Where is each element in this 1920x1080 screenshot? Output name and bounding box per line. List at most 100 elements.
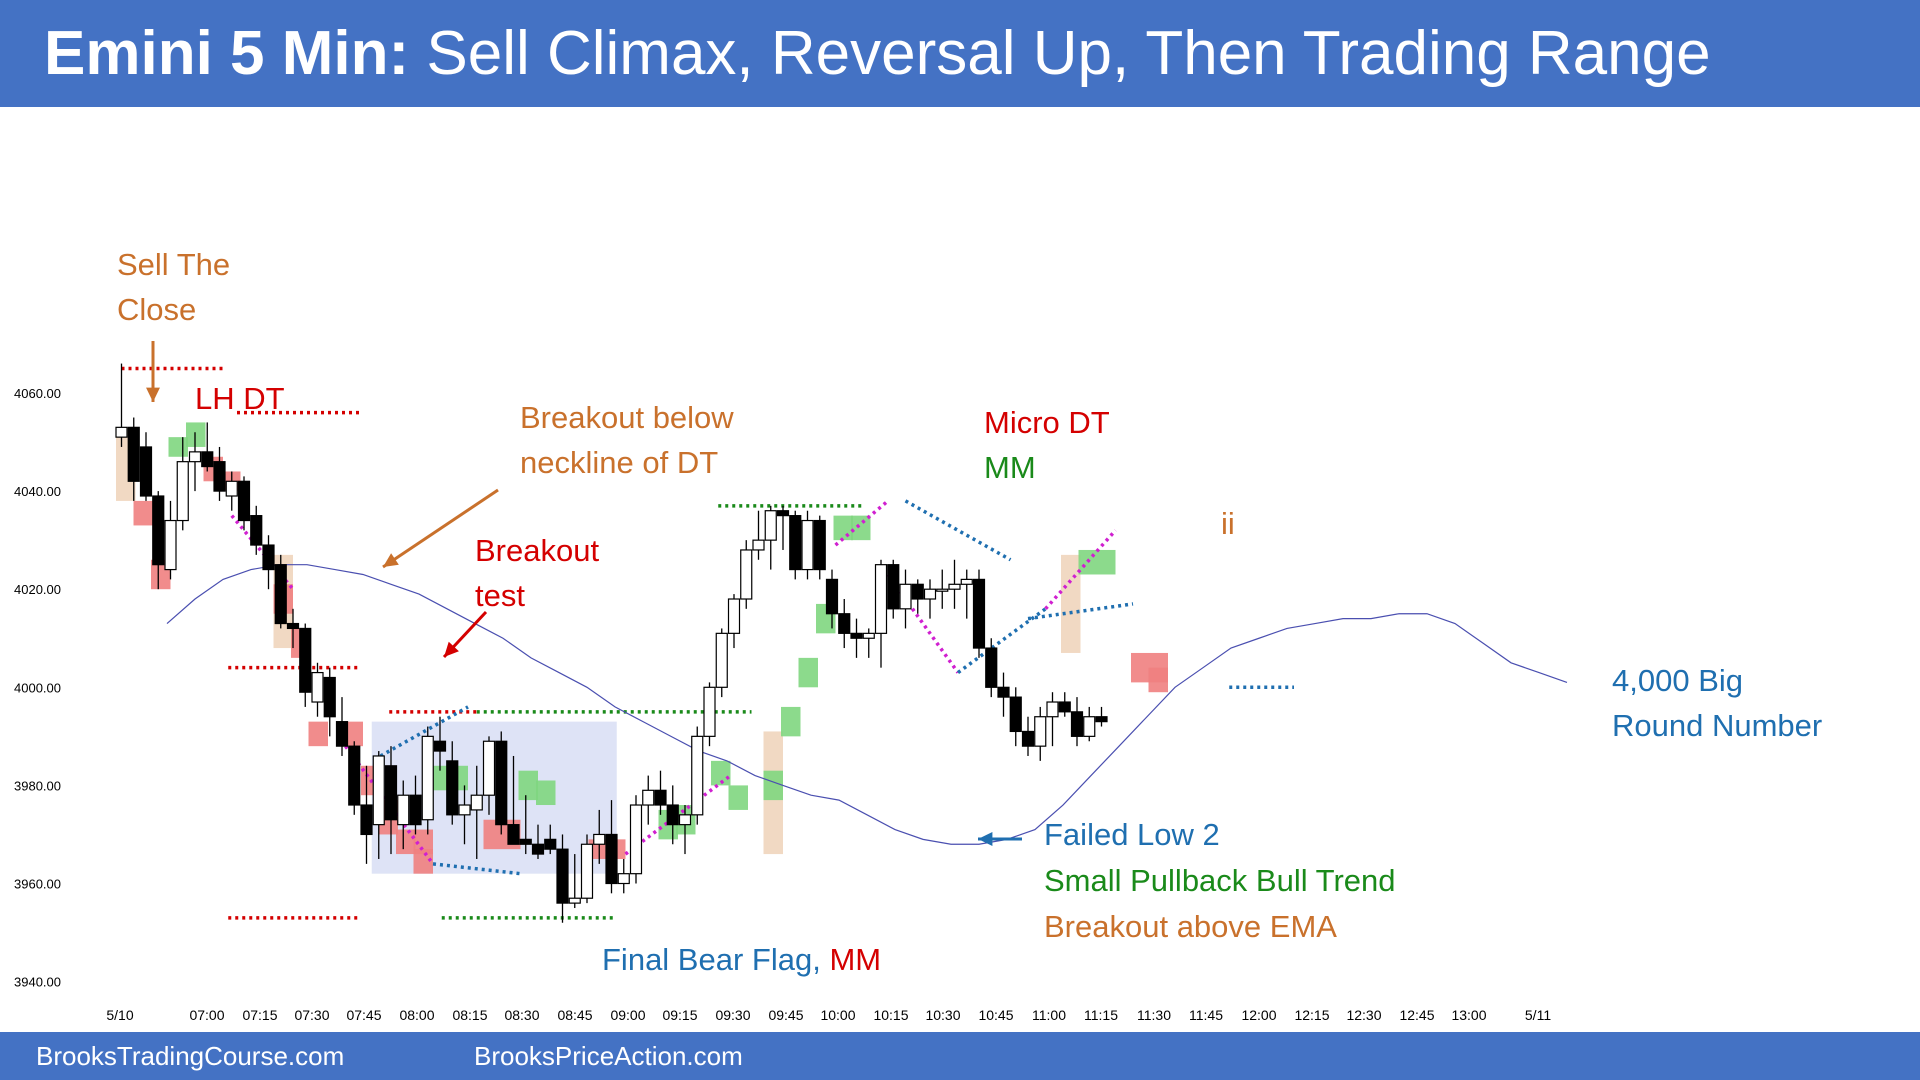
candle xyxy=(972,578,986,649)
footer-banner: BrooksTradingCourse.com BrooksPriceActio… xyxy=(0,1032,1920,1080)
candle xyxy=(409,794,422,826)
page-title: Emini 5 Min: Sell Climax, Reversal Up, T… xyxy=(44,18,1711,89)
footer-link-priceaction[interactable]: BrooksPriceAction.com xyxy=(474,1041,743,1071)
candle xyxy=(1046,701,1059,718)
candle xyxy=(115,426,128,438)
arrow-breakout-test-head xyxy=(444,641,459,657)
candle xyxy=(580,843,594,899)
trend-line xyxy=(834,499,890,547)
candle xyxy=(458,804,471,816)
candle xyxy=(311,671,324,703)
highlight-box-green xyxy=(763,770,783,801)
x-tick-label: 07:00 xyxy=(189,1007,224,1023)
footer-link-course[interactable]: BrooksTradingCourse.com xyxy=(36,1041,345,1071)
candle xyxy=(556,848,569,904)
candle xyxy=(1021,730,1035,747)
candle xyxy=(495,740,508,826)
candle xyxy=(654,789,667,806)
x-tick-label: 11:45 xyxy=(1189,1007,1223,1023)
x-tick-label: 12:00 xyxy=(1241,1007,1276,1023)
candle xyxy=(715,632,728,688)
candle xyxy=(642,789,655,806)
candle xyxy=(850,632,863,639)
ema-line xyxy=(166,564,1568,845)
trend-line xyxy=(904,499,1012,562)
candle xyxy=(433,740,447,752)
x-tick-label: 10:15 xyxy=(873,1007,908,1023)
x-tick-label: 08:15 xyxy=(452,1007,487,1023)
candle xyxy=(666,804,679,826)
highlight-box-green xyxy=(798,657,818,688)
candle xyxy=(776,510,790,517)
x-tick-label: 09:30 xyxy=(715,1007,750,1023)
annotation-label-10: Breakout above EMA xyxy=(1044,909,1337,944)
candle xyxy=(470,794,483,811)
candle xyxy=(936,588,949,592)
x-tick-label: 11:15 xyxy=(1084,1007,1118,1023)
candle xyxy=(727,598,741,634)
candle xyxy=(813,519,826,571)
title-main: Sell Climax, Reversal Up, Then Trading R… xyxy=(426,19,1711,88)
candle xyxy=(923,588,937,600)
candle xyxy=(274,564,287,625)
trend-line xyxy=(956,607,1047,674)
candle xyxy=(1070,711,1084,737)
annotation-label-4: Micro DT xyxy=(984,405,1110,440)
arrow-failed-low2-head xyxy=(978,832,993,846)
candle xyxy=(384,765,398,821)
highlight-box-red xyxy=(343,721,363,747)
annotation-label-8: Failed Low 2 xyxy=(1044,817,1220,852)
candle xyxy=(139,446,153,497)
candle xyxy=(286,622,300,630)
annotation-label-2: Breakout below xyxy=(520,400,734,435)
annotation-label-0: Sell The xyxy=(117,247,230,282)
candle xyxy=(519,838,532,845)
annotation-label-7: Round Number xyxy=(1612,708,1822,743)
annotation-label-7: 4,000 Big xyxy=(1612,663,1743,698)
x-tick-label: 12:45 xyxy=(1399,1007,1434,1023)
candle xyxy=(1095,716,1108,723)
trend-line xyxy=(886,573,960,674)
highlight-box-green xyxy=(518,770,538,801)
candle xyxy=(348,745,361,806)
candle xyxy=(617,873,630,885)
annotation-label-2: neckline of DT xyxy=(520,445,718,480)
candle xyxy=(740,549,753,600)
candle xyxy=(629,804,643,875)
x-tick-label: 10:30 xyxy=(925,1007,960,1023)
candle xyxy=(568,897,581,904)
annotation-label-6: ii xyxy=(1221,506,1235,541)
highlight-box-red xyxy=(133,500,153,526)
highlight-box-green xyxy=(1078,549,1116,575)
candle xyxy=(691,735,704,816)
annotation-label-5: MM xyxy=(984,450,1036,485)
candle xyxy=(201,451,214,468)
highlight-box-green xyxy=(851,515,871,541)
x-tick-label: 09:15 xyxy=(662,1007,697,1023)
trend-line xyxy=(432,862,521,876)
x-tick-label: 12:30 xyxy=(1346,1007,1381,1023)
annotation-label-3: Breakout xyxy=(475,533,599,568)
annotation-label-11: Final Bear Flag, MM xyxy=(602,942,881,977)
y-tick-label: 4020.00 xyxy=(14,582,61,597)
candle xyxy=(482,740,496,796)
highlight-box-green xyxy=(536,780,556,806)
candle xyxy=(764,510,777,541)
candle xyxy=(127,426,140,482)
x-tick-label: 07:30 xyxy=(294,1007,329,1023)
candle xyxy=(1083,716,1096,737)
arrow-sell-close-head xyxy=(146,387,160,402)
x-tick-label: 07:15 xyxy=(242,1007,277,1023)
y-tick-label: 3940.00 xyxy=(14,975,61,990)
candle xyxy=(397,794,410,826)
candle xyxy=(164,519,177,571)
candle xyxy=(948,583,961,590)
candle xyxy=(237,480,251,522)
trend-line xyxy=(379,705,469,758)
candle xyxy=(960,578,973,585)
candlestick-chart: 4060.00 4040.00 4020.00 4000.00 3980.00 3960.… xyxy=(14,247,1822,1023)
x-tick-label: 08:00 xyxy=(399,1007,434,1023)
candle xyxy=(605,833,618,885)
highlight-box-green xyxy=(728,785,748,810)
candle xyxy=(1034,716,1047,747)
